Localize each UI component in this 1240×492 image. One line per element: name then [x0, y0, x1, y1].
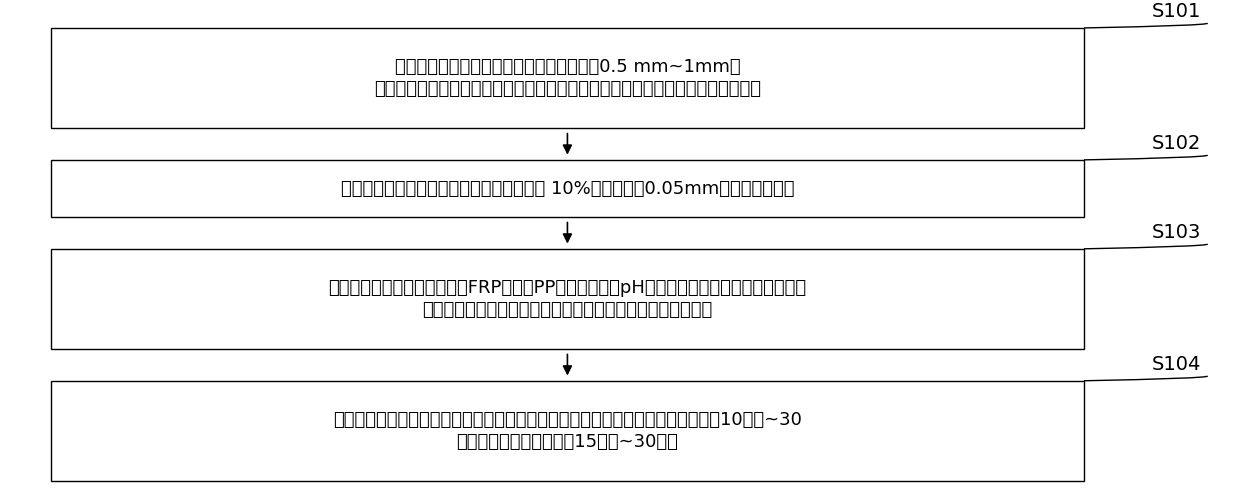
- Text: S103: S103: [1152, 223, 1202, 242]
- Bar: [51, 249, 1084, 349]
- Text: 分钟后，添加水进行搅拌15分钟~30分钟: 分钟后，添加水进行搅拌15分钟~30分钟: [456, 433, 678, 451]
- Text: 取羟乙基纤维素、纤维素醚、FRP纤维、PP聚丙烯纤维、pH敏感水凝胶、可再分散胶粉、纤维: 取羟乙基纤维素、纤维素醚、FRP纤维、PP聚丙烯纤维、pH敏感水凝胶、可再分散胶…: [329, 279, 806, 297]
- Text: S102: S102: [1152, 134, 1202, 153]
- Text: 经旋风分离机输送到存料罐中，同时废玻璃的棱角在相互碰撞中消磨为钝状；备用: 经旋风分离机输送到存料罐中，同时废玻璃的棱角在相互碰撞中消磨为钝状；备用: [374, 80, 761, 98]
- Text: S104: S104: [1152, 355, 1202, 374]
- Bar: [51, 160, 1084, 217]
- Bar: [51, 28, 1084, 128]
- Text: 素醚改性添加剂、减水剂、调凝剂，混均，得混合物一，备用: 素醚改性添加剂、减水剂、调凝剂，混均，得混合物一，备用: [423, 301, 713, 319]
- Text: 粉煤灰的处理：将收集的粉煤灰过筛，筛余 10%，取细度为0.05mm的粉煤灰；备用: 粉煤灰的处理：将收集的粉煤灰过筛，筛余 10%，取细度为0.05mm的粉煤灰；备…: [341, 180, 794, 198]
- Text: 废玻璃的处理：将收集的废玻璃破碎为细度0.5 mm~1mm；: 废玻璃的处理：将收集的废玻璃破碎为细度0.5 mm~1mm；: [394, 58, 740, 76]
- Text: S101: S101: [1152, 2, 1202, 21]
- Bar: [51, 381, 1084, 481]
- Text: 将制得备用的废玻璃、粉煤灰、混合物一，与水泥、集料共同倒入搅拌机中，干拌10分钟~30: 将制得备用的废玻璃、粉煤灰、混合物一，与水泥、集料共同倒入搅拌机中，干拌10分钟…: [334, 411, 802, 429]
